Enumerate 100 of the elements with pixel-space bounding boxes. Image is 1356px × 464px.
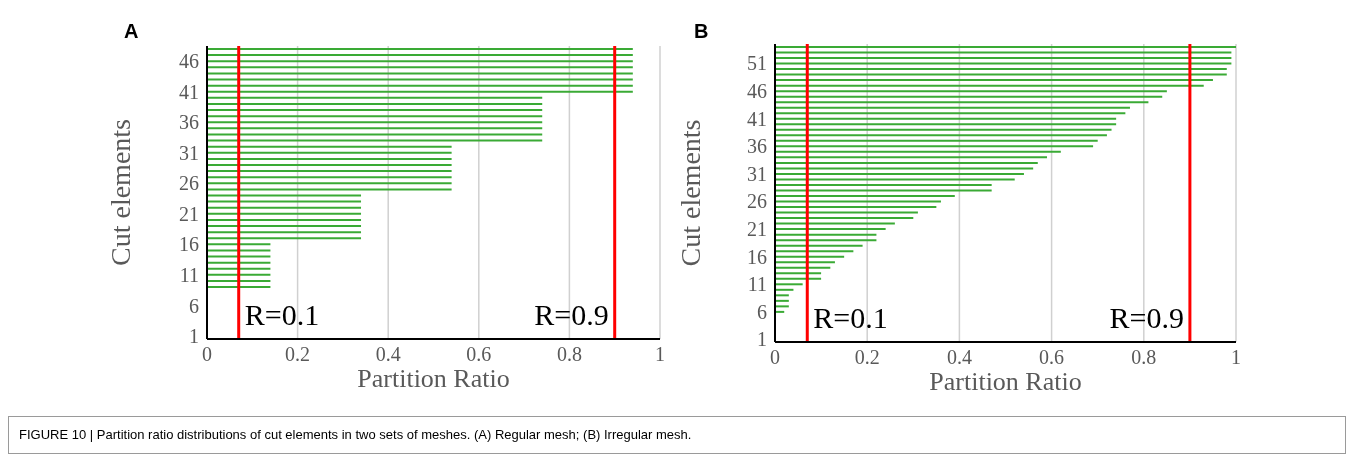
bar (207, 163, 452, 166)
bar (775, 228, 886, 231)
bar (775, 283, 803, 286)
bar (207, 231, 362, 234)
bar (775, 51, 1232, 54)
bar (775, 95, 1163, 98)
y-tick-label: 41 (179, 80, 199, 103)
bar (775, 266, 831, 269)
chart-title: B (694, 20, 709, 43)
y-tick-label: 21 (747, 217, 767, 240)
bar (207, 182, 452, 185)
bar (775, 101, 1149, 104)
x-tick-label: 0.2 (285, 343, 311, 366)
bar (207, 151, 452, 154)
x-tick-label: 0.2 (854, 346, 880, 369)
y-tick-label: 11 (747, 273, 767, 296)
bar (775, 272, 822, 275)
bar (207, 90, 633, 93)
bar (207, 121, 543, 124)
bar (775, 299, 789, 302)
x-tick-label: 1 (1231, 346, 1241, 369)
bar (775, 255, 845, 258)
bar (775, 90, 1167, 93)
bar (775, 117, 1117, 120)
bar (207, 115, 543, 118)
bar (775, 211, 918, 214)
bar (775, 288, 794, 291)
bar (775, 233, 877, 236)
bar (775, 189, 992, 192)
bar (207, 255, 271, 258)
bar (207, 133, 543, 136)
y-tick-label: 1 (189, 325, 199, 348)
bar (775, 195, 955, 197)
bar (207, 157, 452, 160)
bar (775, 139, 1098, 142)
bar (775, 239, 877, 242)
bar (207, 139, 543, 142)
y-tick-label: 26 (179, 172, 199, 195)
x-tick-label: 0.6 (466, 343, 492, 366)
bar (207, 243, 271, 246)
bar (775, 277, 822, 280)
bar (775, 46, 1236, 48)
bar (207, 279, 271, 282)
bar (775, 244, 863, 247)
y-tick-label: 31 (179, 141, 199, 164)
y-tick-label: 6 (757, 300, 767, 323)
y-tick-label: 51 (747, 52, 767, 75)
y-tick-label: 46 (179, 50, 199, 73)
bar (775, 73, 1227, 76)
bar (207, 200, 362, 203)
bar (207, 206, 362, 209)
y-tick-label: 6 (189, 294, 199, 317)
bar (207, 78, 633, 81)
bar (207, 54, 633, 57)
y-axis-title: Cut elements (105, 119, 136, 266)
y-axis-title: Cut elements (675, 119, 706, 267)
x-tick-label: 0 (202, 343, 212, 366)
bar (775, 123, 1117, 126)
bar (775, 62, 1232, 65)
caption: FIGURE 10 | Partition ratio distributions of cut elements in two sets of meshes. (A) Regular mesh; (B) Irregular mesh. (19, 427, 692, 442)
bar (207, 84, 633, 87)
bar (775, 79, 1213, 82)
ref-line-label: R=0.9 (534, 298, 609, 331)
ref-line-label: R=0.9 (1109, 301, 1184, 334)
y-tick-label: 41 (747, 107, 767, 130)
x-tick-label: 0.6 (1039, 346, 1065, 369)
x-tick-label: 0.8 (556, 343, 582, 366)
x-tick-label: 1 (655, 343, 665, 366)
bar (207, 48, 633, 50)
y-tick-label: 26 (747, 190, 767, 213)
bar (775, 178, 1015, 181)
y-tick-label: 11 (179, 264, 199, 287)
x-tick-label: 0.4 (946, 346, 972, 369)
bar (775, 250, 854, 253)
y-tick-label: 31 (747, 162, 767, 185)
bar (775, 200, 941, 203)
bar (207, 96, 543, 99)
bar (207, 194, 362, 197)
bar (775, 128, 1112, 131)
bar (775, 172, 1024, 175)
bar (775, 206, 937, 209)
y-tick-label: 21 (179, 202, 199, 225)
x-axis-title: Partition Ratio (929, 367, 1082, 396)
bar (775, 57, 1232, 60)
bar (207, 109, 543, 112)
bar (775, 68, 1227, 71)
x-tick-label: 0.8 (1131, 346, 1157, 369)
y-tick-label: 16 (179, 233, 199, 256)
bar (207, 102, 543, 105)
bar (207, 127, 543, 130)
ref-line-label: R=0.1 (813, 301, 888, 334)
bar (207, 273, 271, 276)
bar (207, 212, 362, 215)
bar (207, 188, 452, 191)
y-tick-label: 16 (747, 245, 767, 268)
bar (775, 150, 1061, 153)
bar (207, 72, 633, 75)
bar (775, 145, 1094, 148)
bar (207, 170, 452, 173)
bar (207, 286, 271, 289)
